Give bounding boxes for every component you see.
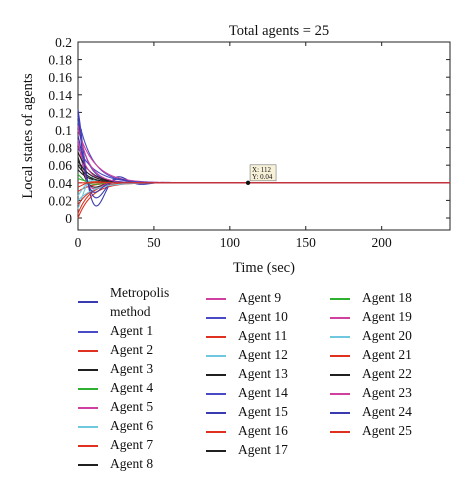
x-tick-label: 150 — [296, 235, 317, 250]
datatip: X: 112 Y: 0.04 — [245, 164, 277, 185]
legend-swatch — [206, 393, 226, 395]
legend-swatch — [78, 331, 98, 333]
legend-swatch — [78, 445, 98, 447]
legend-swatch — [206, 298, 226, 300]
x-tick-label: 200 — [372, 235, 393, 250]
y-tick-label: 0.04 — [48, 176, 72, 191]
series-line — [77, 182, 450, 201]
legend-swatch — [330, 298, 350, 300]
series-lines — [77, 109, 450, 219]
plot-frame — [77, 41, 451, 231]
legend-label: Agent 9 — [238, 290, 282, 305]
legend-label: Agent 8 — [110, 456, 154, 471]
legend-swatch — [78, 350, 98, 352]
y-tick-label: 0.16 — [48, 70, 72, 85]
series-line — [77, 182, 450, 219]
legend-label: Agent 15 — [238, 404, 288, 419]
y-tick-label: 0.06 — [48, 158, 72, 173]
series-line — [77, 182, 450, 193]
y-tick-label: 0.08 — [48, 141, 72, 156]
legend-label: Agent 25 — [362, 423, 412, 438]
datatip-box — [249, 164, 277, 182]
y-axis-title: Local states of agents — [20, 73, 36, 199]
legend-label: Agent 17 — [238, 442, 288, 457]
series-line — [77, 182, 450, 214]
datatip-x-text: X: 112 — [252, 166, 271, 174]
legend-swatch — [206, 412, 226, 414]
legend-label: Agent 16 — [238, 423, 288, 438]
legend-swatch — [206, 355, 226, 357]
legend-label: Agent 19 — [362, 309, 412, 324]
x-axis-title: Time (sec) — [233, 260, 295, 276]
y-tick-label: 0.02 — [48, 193, 72, 208]
legend-label: Agent 4 — [110, 380, 154, 395]
legend-label: Agent 6 — [110, 418, 154, 433]
legend-swatch — [78, 407, 98, 409]
legend-label: Agent 12 — [238, 347, 288, 362]
legend-label: Agent 22 — [362, 366, 412, 381]
legend-label: Agent 13 — [238, 366, 288, 381]
legend-label: Agent 24 — [362, 404, 412, 419]
x-tick-label: 0 — [75, 235, 82, 250]
legend-label: Agent 2 — [110, 342, 154, 357]
legend-label: Agent 11 — [238, 328, 288, 343]
datatip-point — [245, 180, 251, 185]
chart-title: Total agents = 25 — [229, 23, 329, 39]
legend-swatch — [78, 369, 98, 371]
y-tick-label: 0.12 — [48, 105, 72, 120]
legend-swatch — [78, 301, 98, 303]
legend-label: Agent 5 — [110, 399, 154, 414]
legend-label: Agent 18 — [362, 290, 412, 305]
y-tick-label: 0.1 — [55, 123, 72, 138]
legend-swatch — [78, 426, 98, 428]
legend-swatch — [330, 336, 350, 338]
datatip-y-text: Y: 0.04 — [252, 173, 273, 181]
legend-swatch — [78, 388, 98, 390]
legend-swatch — [330, 431, 350, 433]
legend-swatch — [330, 412, 350, 414]
y-tick-label: 0 — [65, 211, 72, 226]
legend-swatch — [206, 450, 226, 452]
series-line — [77, 182, 450, 206]
y-tick-label: 0.18 — [48, 53, 72, 68]
legend-swatch — [78, 464, 98, 466]
legend-label: Agent 14 — [238, 385, 288, 400]
x-tick-label: 100 — [220, 235, 241, 250]
legend-swatch — [206, 336, 226, 338]
legend-swatch — [330, 374, 350, 376]
y-tick-label: 0.2 — [55, 35, 72, 50]
legend-label: Agent 1 — [110, 323, 154, 338]
y-tick-label: 0.14 — [48, 88, 72, 103]
legend-label: Agent 23 — [362, 385, 412, 400]
legend-label: Agent 10 — [238, 309, 288, 324]
legend-label: Agent 7 — [110, 437, 154, 452]
x-axis: 0 50 100 150 200 — [75, 42, 392, 250]
series-line — [77, 109, 450, 207]
legend-swatch — [330, 393, 350, 395]
y-axis: 0 0.02 0.04 0.06 0.08 0.1 0.12 0.14 0.16 0.18 0.2 — [48, 35, 450, 226]
x-tick-label: 50 — [147, 235, 161, 250]
legend-swatch — [206, 431, 226, 433]
legend-label: Agent 21 — [362, 347, 412, 362]
legend-label: Metropolis method — [110, 285, 170, 319]
legend-swatch — [330, 317, 350, 319]
legend-label: Agent 20 — [362, 328, 412, 343]
legend-label: Agent 3 — [110, 361, 154, 376]
legend-swatch — [330, 355, 350, 357]
legend-swatch — [206, 317, 226, 319]
legend-swatch — [206, 374, 226, 376]
